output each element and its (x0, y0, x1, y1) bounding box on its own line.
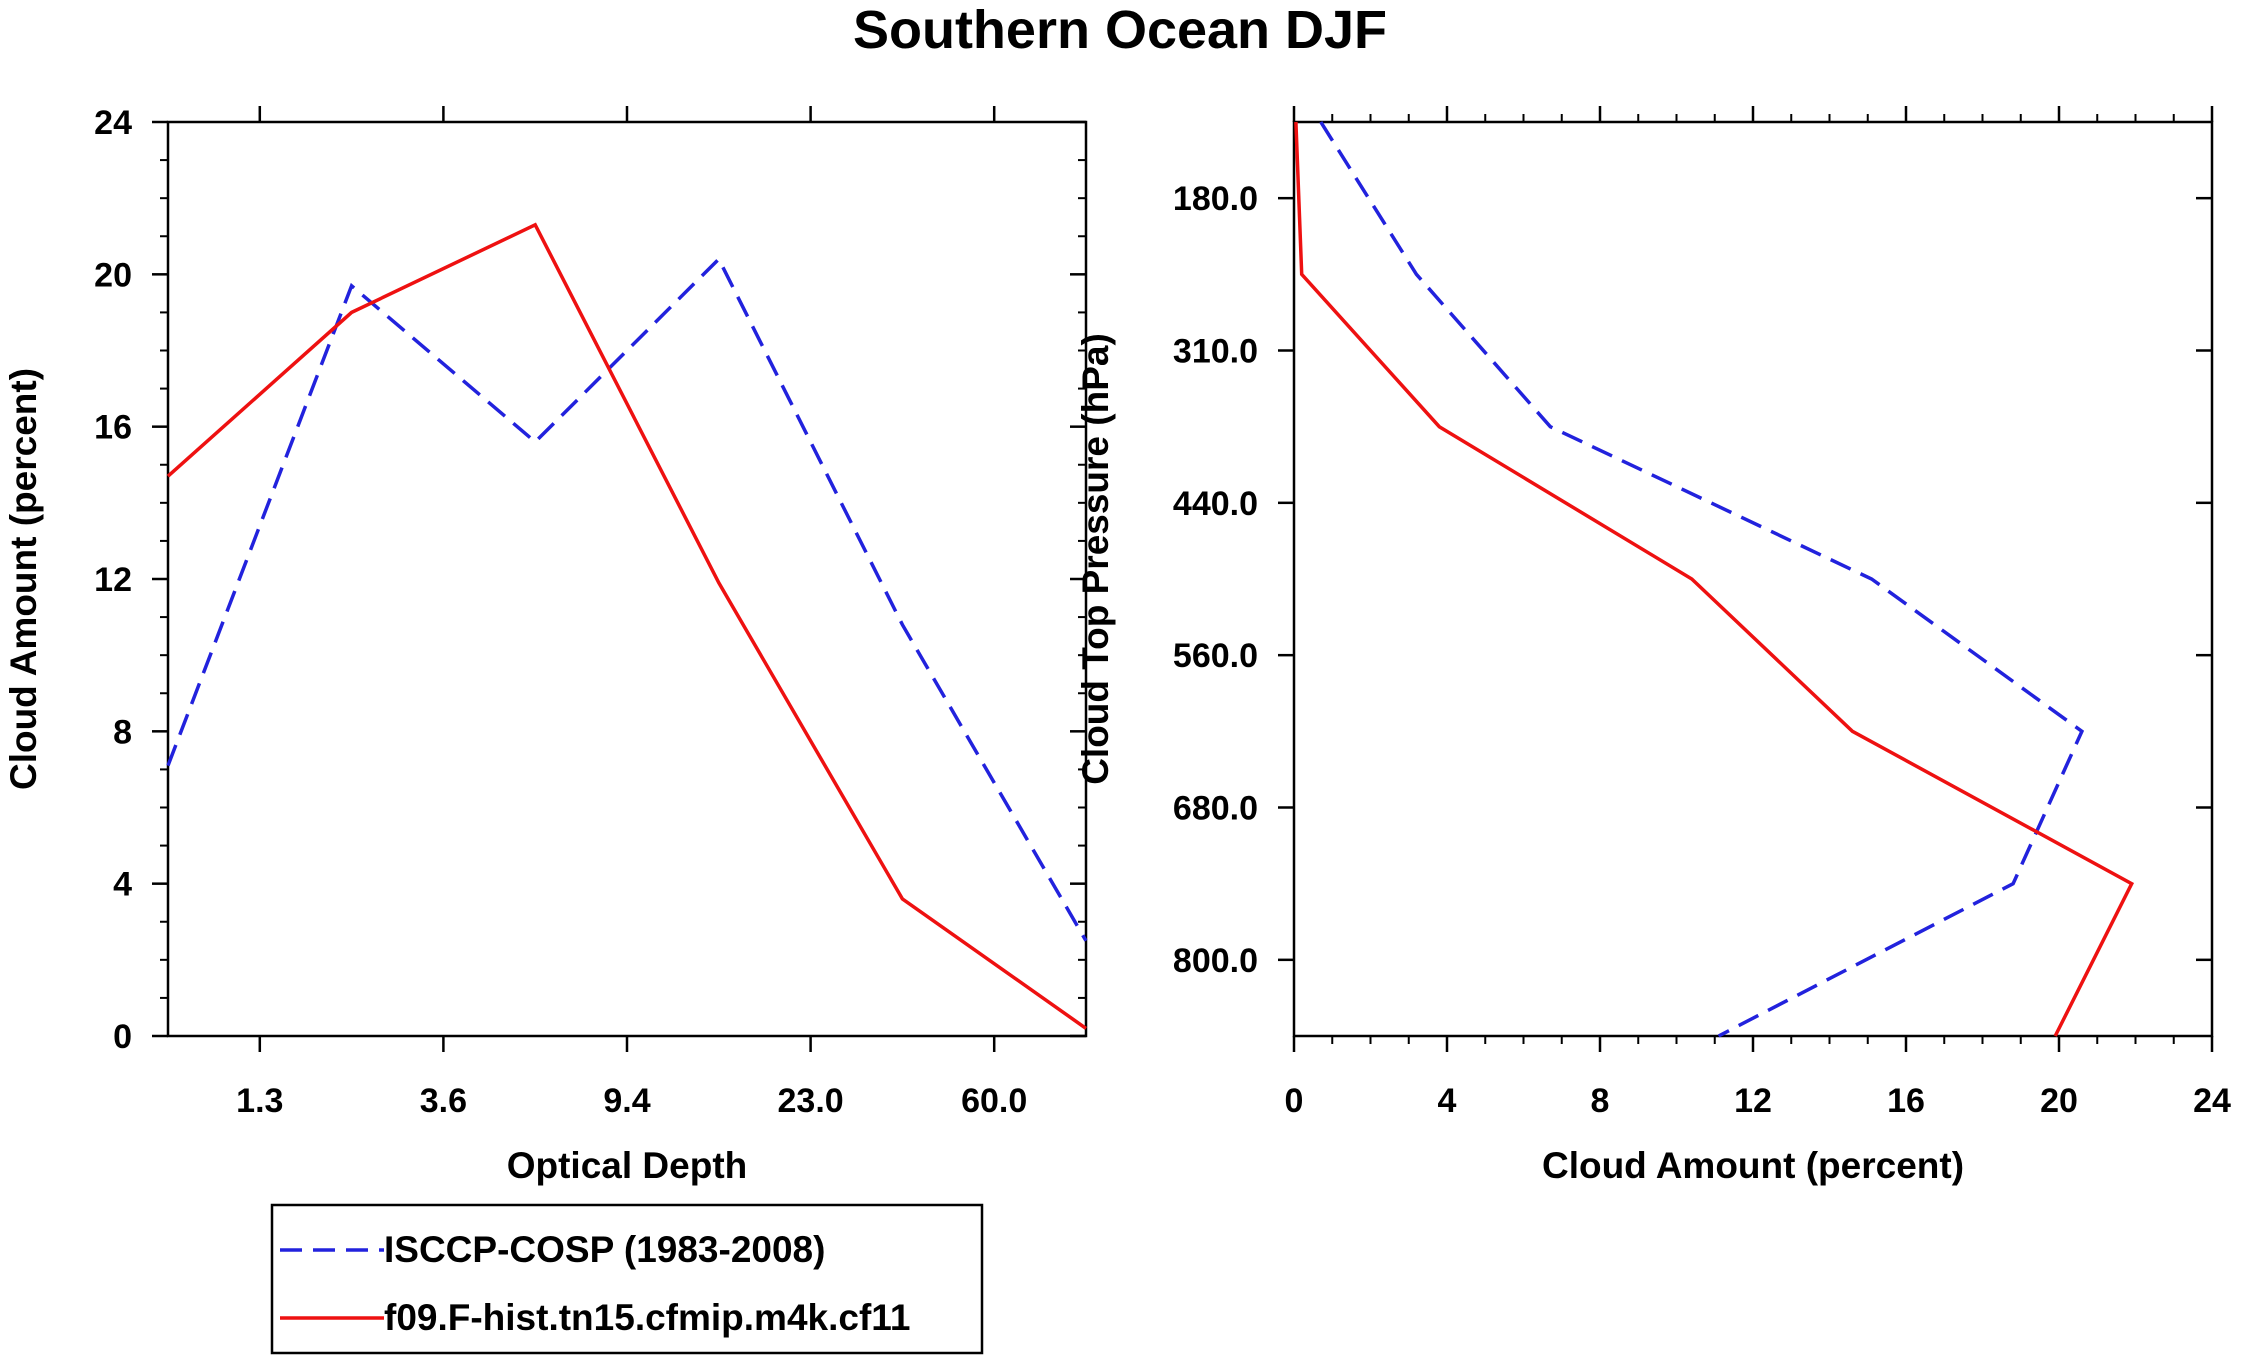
left-y-tick-label: 0 (113, 1018, 132, 1056)
right-x-axis-label: Cloud Amount (percent) (1542, 1145, 1964, 1186)
left-x-tick-label: 60.0 (961, 1082, 1027, 1120)
left-plot-frame (166, 120, 1088, 1038)
legend-label-obs: ISCCP-COSP (1983-2008) (384, 1229, 825, 1270)
legend: ISCCP-COSP (1983-2008) f09.F-hist.tn15.c… (270, 1203, 984, 1355)
left-x-tick-label: 23.0 (778, 1082, 844, 1120)
left-series-model-line (166, 222, 1088, 1030)
right-series-obs-line (1319, 121, 2085, 1038)
right-series-model-line (1294, 121, 2135, 1037)
figure-title: Southern Ocean DJF (853, 0, 1387, 60)
right-y-tick-label: 560.0 (1173, 637, 1258, 675)
left-y-tick-label: 12 (94, 561, 132, 599)
right-y-tick-label: 310.0 (1173, 333, 1258, 371)
right-y-tick-label: 680.0 (1173, 790, 1258, 828)
left-y-tick-label: 4 (113, 866, 132, 904)
left-series-obs-line (166, 256, 1088, 942)
right-y-tick-label: 800.0 (1173, 942, 1258, 980)
legend-box (270, 1203, 984, 1355)
left-y-tick-label: 16 (94, 409, 132, 447)
left-y-axis-label: Cloud Amount (percent) (3, 368, 44, 790)
left-y-tick-label: 20 (94, 256, 132, 294)
right-x-tick-label: 0 (1285, 1082, 1304, 1120)
right-x-tick-label: 4 (1438, 1082, 1457, 1120)
right-y-axis-label: Cloud Top Pressure (hPa) (1075, 333, 1116, 785)
right-chart-cloud-top-pressure: 0 4 8 12 16 20 24 180.0 310.0 440.0 560.0 680.0 800.… (1075, 106, 2231, 1186)
left-x-tick-label: 3.6 (420, 1082, 467, 1120)
legend-label-model: f09.F-hist.tn15.cfmip.m4k.cf11 (384, 1297, 910, 1338)
left-y-tick-label: 24 (94, 104, 132, 142)
left-x-tick-label: 9.4 (603, 1082, 650, 1120)
left-x-axis-label: Optical Depth (507, 1145, 748, 1186)
right-x-tick-label: 24 (2193, 1082, 2231, 1120)
right-plot-frame (1292, 120, 2214, 1038)
right-y-tick-label: 440.0 (1173, 485, 1258, 523)
right-x-tick-label: 8 (1591, 1082, 1610, 1120)
right-x-tick-label: 20 (2040, 1082, 2078, 1120)
left-x-tick-label: 1.3 (236, 1082, 283, 1120)
left-y-tick-label: 8 (113, 713, 132, 751)
right-x-tick-label: 16 (1887, 1082, 1925, 1120)
right-x-tick-label: 12 (1734, 1082, 1772, 1120)
left-chart-optical-depth: 0 4 8 12 16 20 24 1.3 3.6 9.4 23.0 60.0 Optical Dept… (3, 104, 1088, 1186)
right-y-tick-label: 180.0 (1173, 180, 1258, 218)
